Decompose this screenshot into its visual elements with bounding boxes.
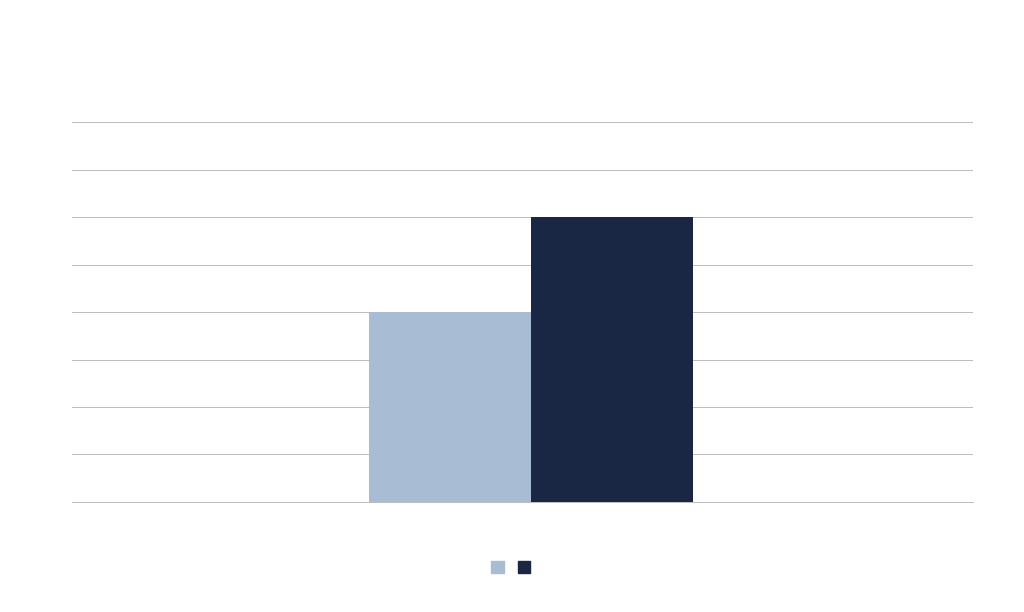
Bar (369, 312, 531, 502)
Legend: , : , (485, 556, 539, 581)
Bar (531, 217, 693, 502)
